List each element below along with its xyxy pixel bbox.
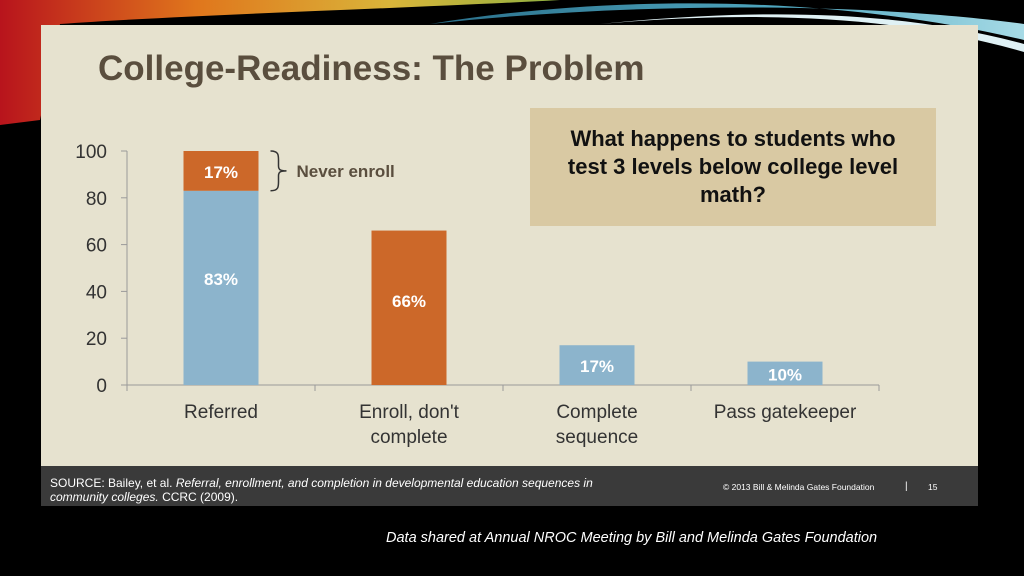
y-tick-label: 60 [86,236,107,257]
data-label: 66% [392,292,426,311]
page-number: 15 [928,482,938,492]
y-tick-label: 40 [86,282,107,303]
y-tick-label: 100 [75,142,107,163]
slide-title: College-Readiness: The Problem [98,49,645,88]
bar-segment [183,151,259,191]
slide-caption: Data shared at Annual NROC Meeting by Bi… [386,530,878,546]
copyright-text: © 2013 Bill & Melinda Gates Foundation [723,482,875,492]
data-label: 10% [768,365,802,384]
data-label: 83% [204,270,238,289]
chart-panel: College-Readiness: The Problem What happ… [41,25,978,466]
source-suffix: CCRC (2009). [162,490,239,504]
x-category-label: complete [370,427,447,448]
callout-question: What happens to students who test 3 leve… [567,126,899,207]
y-tick-label: 0 [96,376,107,397]
x-category-label: Complete [556,402,637,423]
bar-segment [183,190,259,385]
footer-separator: | [905,481,908,492]
bar-segment [371,230,447,385]
x-category-label: Pass gatekeeper [714,402,857,423]
annotation-never-enroll: Never enroll [297,162,395,181]
bar-chart: 0 20 40 60 80 100 83% 17% Referred 66% Enroll, don… [75,142,880,448]
annotation-bracket [270,150,287,192]
source-citation: SOURCE: Bailey, et al. Referral, enrollm… [50,476,650,504]
callout-box: What happens to students who test 3 leve… [530,108,936,226]
source-title: Referral, enrollment, and completion in … [50,476,593,504]
x-category-label: Enroll, don't [359,402,459,423]
bar-segment [747,361,823,385]
bar-segment [559,345,635,385]
data-label: 17% [204,163,238,182]
y-tick-label: 80 [86,189,107,210]
y-tick-label: 20 [86,329,107,350]
data-label: 17% [580,357,614,376]
footer-bar: SOURCE: Bailey, et al. Referral, enrollm… [41,466,978,506]
decorative-swoosh [0,0,1024,125]
source-prefix: SOURCE: Bailey, et al. [50,476,173,490]
x-category-label: Referred [184,402,258,423]
x-category-label: sequence [556,427,638,448]
